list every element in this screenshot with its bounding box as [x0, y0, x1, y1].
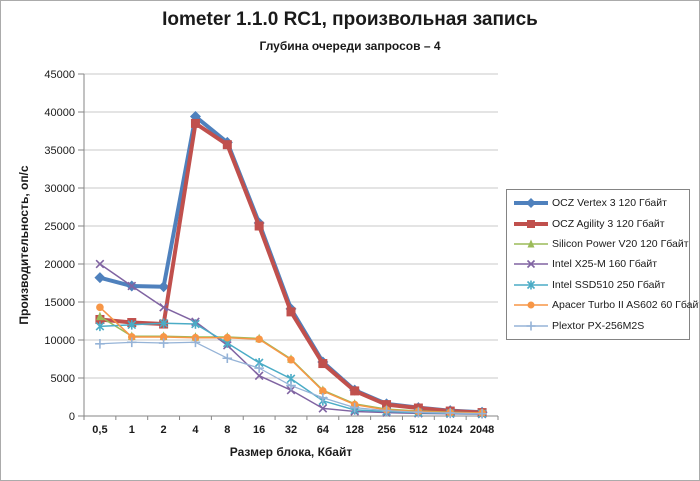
legend-key-icon [514, 260, 548, 269]
legend-label: Apacer Turbo II AS602 60 Гбайт [552, 299, 700, 312]
plus-marker-icon [349, 402, 360, 413]
legend-key-icon [514, 219, 548, 228]
diamond-marker-icon [526, 198, 536, 209]
legend-item: OCZ Vertex 3 120 Гбайт [513, 197, 689, 209]
legend-item: Apacer Turbo II AS602 60 Гбайт [513, 299, 699, 311]
circle-marker-icon [287, 355, 295, 364]
circle-marker-icon [319, 387, 327, 395]
x-tick-label: 0,5 [92, 424, 107, 436]
x-tick-label: 32 [285, 424, 297, 436]
legend-label: OCZ Vertex 3 120 Гбайт [552, 197, 667, 210]
legend-key-icon [514, 198, 548, 209]
chart-subtitle: Глубина очереди запросов – 4 [259, 39, 441, 53]
legend-key-icon [514, 239, 548, 248]
legend-box: OCZ Vertex 3 120 Гбайт OCZ Agility 3 120 … [506, 189, 699, 340]
x-tick-label: 1024 [438, 424, 463, 436]
x-marker-icon [127, 281, 137, 291]
series-line [97, 121, 485, 415]
plus-marker-icon [381, 405, 392, 416]
circle-marker-icon [127, 333, 136, 341]
square-marker-icon [318, 359, 328, 369]
circle-marker-icon [96, 303, 104, 312]
plus-marker-icon [158, 338, 169, 348]
circle-marker-icon [527, 301, 535, 309]
x-marker-icon [318, 404, 328, 413]
square-marker-icon [190, 118, 200, 128]
legend-label: Intel SSD510 250 Гбайт [552, 278, 666, 291]
plus-marker-icon [526, 321, 536, 331]
diamond-marker-icon [158, 281, 170, 293]
legend-key-icon [514, 280, 548, 290]
x-marker-icon [254, 371, 264, 381]
plus-marker-icon [286, 380, 296, 391]
legend-item: Silicon Power V20 120 Гбайт [513, 238, 689, 250]
chart-title: Iometer 1.1.0 RC1, произвольная запись [162, 9, 538, 30]
plus-marker-icon [190, 337, 201, 348]
legend-item: OCZ Agility 3 120 Гбайт [513, 218, 689, 230]
legend-item: Intel SSD510 250 Гбайт [513, 279, 689, 291]
circle-marker-icon [223, 333, 232, 342]
plus-marker-icon [445, 408, 456, 418]
legend-label: OCZ Agility 3 120 Гбайт [552, 217, 665, 230]
x-axis-title: Размер блока, Кбайт [229, 445, 353, 459]
x-marker-icon [159, 302, 168, 312]
circle-marker-icon [159, 333, 168, 341]
y-tick-label: 15000 [44, 297, 75, 309]
x-tick-label: 4 [192, 424, 199, 436]
plus-marker-icon [477, 408, 487, 419]
y-tick-label: 25000 [44, 221, 75, 233]
legend-item: Plextor PX-256M2S [513, 320, 689, 332]
diamond-marker-icon [94, 272, 106, 284]
x-tick-label: 2048 [470, 424, 494, 436]
x-tick-label: 1 [129, 424, 135, 436]
y-tick-label: 0 [69, 411, 75, 423]
series-line [99, 315, 483, 414]
legend-item: Intel X25-M 160 Гбайт [513, 258, 689, 270]
x-tick-label: 8 [224, 424, 230, 436]
y-tick-label: 35000 [44, 145, 75, 157]
plus-marker-icon [126, 337, 137, 348]
plus-marker-icon [222, 353, 233, 364]
triangle-marker-icon [527, 239, 535, 248]
y-tick-label: 30000 [44, 183, 75, 195]
square-marker-icon [350, 386, 360, 396]
x-tick-label: 512 [409, 424, 427, 436]
y-tick-label: 40000 [44, 107, 75, 119]
x-tick-label: 256 [377, 424, 395, 436]
y-tick-label: 45000 [44, 69, 75, 81]
y-tick-label: 20000 [44, 259, 75, 271]
plus-marker-icon [254, 363, 264, 373]
x-marker-icon [95, 259, 105, 269]
plus-marker-icon [95, 339, 105, 349]
plus-marker-icon [413, 407, 424, 417]
square-marker-icon [254, 221, 264, 231]
y-tick-label: 5000 [51, 373, 75, 385]
x-tick-label: 128 [346, 424, 364, 436]
square-marker-icon [286, 307, 296, 317]
legend-label: Intel X25-M 160 Гбайт [552, 258, 658, 271]
triangle-marker-icon [96, 311, 104, 321]
legend-key-icon [514, 301, 548, 309]
y-tick-label: 10000 [44, 335, 75, 347]
square-marker-icon [527, 219, 535, 228]
x-tick-label: 16 [253, 424, 265, 436]
plus-marker-icon [318, 392, 328, 403]
legend-key-icon [514, 321, 548, 331]
x-marker-icon [526, 260, 536, 269]
legend-label: Silicon Power V20 120 Гбайт [552, 238, 689, 251]
circle-marker-icon [255, 335, 263, 344]
x-tick-label: 64 [317, 424, 330, 436]
legend-label: Plextor PX-256M2S [552, 319, 645, 332]
x-tick-label: 2 [161, 424, 167, 436]
square-marker-icon [222, 140, 232, 150]
